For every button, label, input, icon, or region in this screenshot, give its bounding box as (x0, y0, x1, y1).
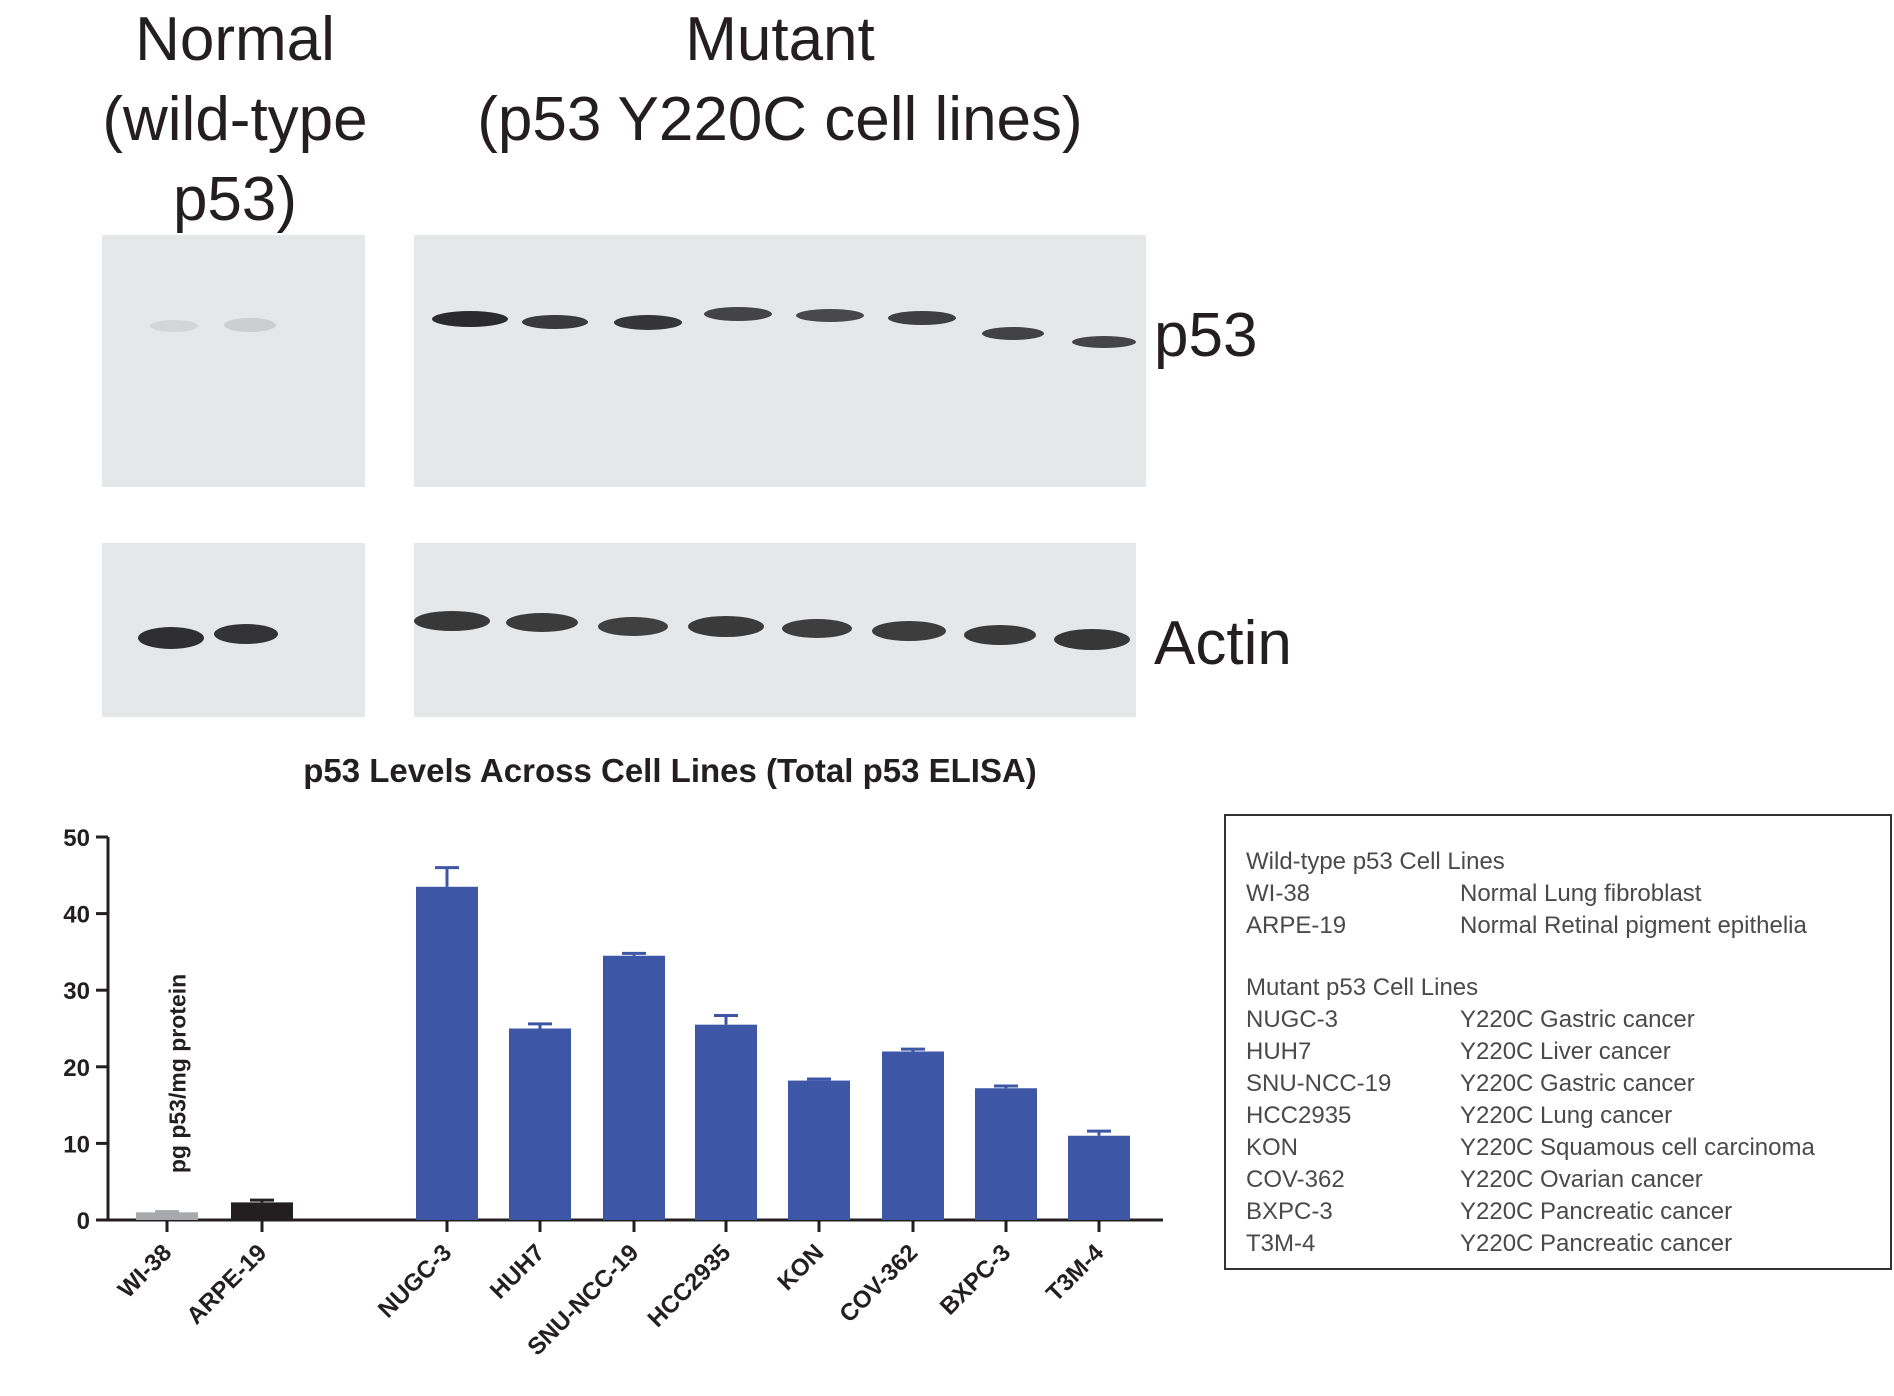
blot-band (522, 315, 588, 329)
bar (136, 1212, 198, 1220)
bar (603, 955, 665, 1220)
legend-cell-line-desc: Y220C Squamous cell carcinoma (1460, 1134, 1815, 1161)
legend-cell-line-desc: Y220C Gastric cancer (1460, 1006, 1695, 1033)
bar (882, 1051, 944, 1220)
bar (1068, 1135, 1130, 1220)
legend-row: T3M-4 Y220C Pancreatic cancer (1246, 1228, 1890, 1260)
blot-actin-mutant (414, 543, 1136, 717)
header-normal-line: (wild-type (102, 85, 368, 154)
x-tick-label: HCC2935 (643, 1239, 737, 1333)
legend-row: ARPE-19 Normal Retinal pigment epithelia (1246, 910, 1890, 942)
blot-band (224, 318, 276, 332)
legend-cell-line-name: COV-362 (1246, 1166, 1345, 1193)
legend-row: KON Y220C Squamous cell carcinoma (1246, 1132, 1890, 1164)
legend-wild-title: Wild-type p53 Cell Lines (1246, 848, 1505, 875)
x-tick-label: NUGC-3 (373, 1239, 457, 1323)
y-tick-label: 40 (63, 902, 90, 929)
y-tick-label: 30 (63, 978, 90, 1005)
x-tick-label: KON (772, 1239, 829, 1296)
legend-row: HCC2935 Y220C Lung cancer (1246, 1100, 1890, 1132)
blot-band (414, 611, 490, 631)
bar (788, 1080, 850, 1220)
legend-box: Wild-type p53 Cell Lines WI-38 Normal Lun… (1224, 814, 1892, 1270)
blot-band (598, 617, 668, 636)
legend-cell-line-desc: Normal Lung fibroblast (1460, 880, 1702, 907)
header-mutant-line: Mutant (685, 5, 875, 74)
legend-wild-list: WI-38 Normal Lung fibroblast ARPE-19 Normal… (1246, 878, 1890, 942)
legend-cell-line-name: HCC2935 (1246, 1102, 1352, 1129)
legend-cell-line-name: WI-38 (1246, 880, 1311, 907)
legend-mutant-list: NUGC-3 Y220C Gastric cancer HUH7 Y220C Live… (1246, 1004, 1890, 1260)
blot-band (982, 327, 1044, 340)
bar (231, 1202, 293, 1220)
y-tick-label: 50 (63, 825, 90, 852)
legend-cell-line-desc: Y220C Pancreatic cancer (1460, 1198, 1733, 1225)
blot-band (150, 320, 198, 332)
x-tick-label: BXPC-3 (935, 1239, 1016, 1320)
legend-mutant-title: Mutant p53 Cell Lines (1246, 974, 1479, 1001)
blot-band (506, 613, 578, 632)
header-mutant-line: (p53 Y220C cell lines) (477, 85, 1083, 154)
legend-cell-line-desc: Y220C Gastric cancer (1460, 1070, 1695, 1097)
blot-band (138, 627, 204, 649)
legend-cell-line-desc: Y220C Ovarian cancer (1460, 1166, 1703, 1193)
header-normal: Normal (wild-type p53) (80, 0, 390, 240)
x-tick-label: COV-362 (834, 1239, 923, 1328)
blot-label-p53: p53 (1154, 301, 1258, 370)
blot-band (782, 619, 852, 638)
legend-row: BXPC-3 Y220C Pancreatic cancer (1246, 1196, 1890, 1228)
legend-cell-line-name: KON (1246, 1134, 1299, 1161)
bar (509, 1028, 571, 1220)
blot-band (688, 616, 764, 637)
legend-row: WI-38 Normal Lung fibroblast (1246, 878, 1890, 910)
header-normal-line: Normal (135, 5, 335, 74)
x-tick-label: T3M-4 (1041, 1239, 1110, 1308)
legend-cell-line-desc: Y220C Liver cancer (1460, 1038, 1671, 1065)
blot-band (796, 309, 864, 322)
blot-band (964, 625, 1036, 645)
y-tick-label: 0 (77, 1208, 90, 1235)
legend-row: NUGC-3 Y220C Gastric cancer (1246, 1004, 1890, 1036)
legend-cell-line-name: NUGC-3 (1246, 1006, 1339, 1033)
legend-cell-line-name: ARPE-19 (1246, 912, 1347, 939)
y-tick-label: 20 (63, 1055, 90, 1082)
x-tick-label: WI-38 (113, 1239, 177, 1303)
legend-cell-line-name: SNU-NCC-19 (1246, 1070, 1392, 1097)
blot-label-actin: Actin (1154, 609, 1292, 678)
blot-band (614, 315, 682, 330)
blot-band (214, 624, 278, 644)
bar (975, 1088, 1037, 1220)
bar (416, 886, 478, 1220)
blot-band (1072, 336, 1136, 348)
legend-cell-line-desc: Y220C Lung cancer (1460, 1102, 1673, 1129)
legend-cell-line-desc: Normal Retinal pigment epithelia (1460, 912, 1807, 939)
blot-p53-mutant (414, 235, 1146, 487)
blot-band (888, 311, 956, 325)
y-tick-label: 10 (63, 1131, 90, 1158)
legend-cell-line-name: HUH7 (1246, 1038, 1312, 1065)
blot-band (1054, 629, 1130, 650)
x-tick-label: ARPE-19 (181, 1239, 272, 1330)
legend-row: SNU-NCC-19 Y220C Gastric cancer (1246, 1068, 1890, 1100)
blot-band (704, 307, 772, 321)
legend-cell-line-name: BXPC-3 (1246, 1198, 1333, 1225)
chart-title: p53 Levels Across Cell Lines (Total p53 … (303, 752, 1037, 789)
header-mutant: Mutant (p53 Y220C cell lines) (430, 0, 1130, 160)
header-normal-line: p53) (172, 165, 298, 234)
blot-actin-normal (102, 543, 365, 717)
legend-cell-line-desc: Y220C Pancreatic cancer (1460, 1230, 1733, 1257)
x-tick-label: HUH7 (485, 1239, 550, 1304)
legend-row: COV-362 Y220C Ovarian cancer (1246, 1164, 1890, 1196)
bar (695, 1024, 757, 1220)
blot-band (872, 621, 946, 641)
legend-row: HUH7 Y220C Liver cancer (1246, 1036, 1890, 1068)
blot-p53-normal (102, 235, 365, 487)
legend-cell-line-name: T3M-4 (1246, 1230, 1316, 1257)
blot-band (432, 311, 508, 327)
